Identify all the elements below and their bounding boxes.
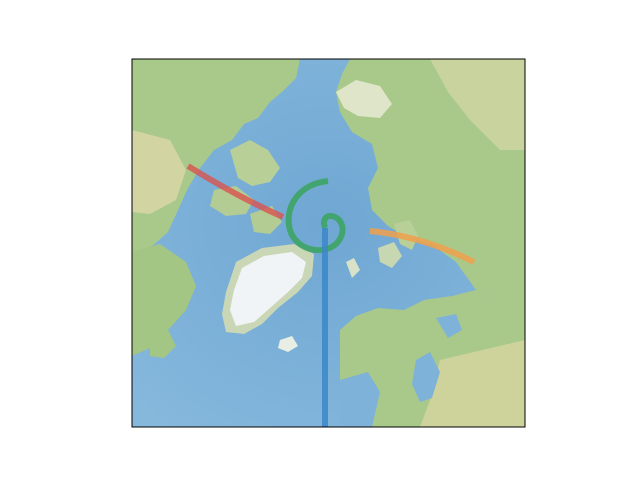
- land-siberia-east: [336, 80, 392, 118]
- land-franz-josef: [346, 258, 360, 278]
- map-frame: [131, 58, 526, 428]
- land-archipelago-2: [210, 186, 254, 216]
- land-labrador-2: [150, 330, 176, 358]
- land-north-america: [132, 59, 300, 252]
- land-archipelago: [230, 140, 280, 186]
- green-spiral: [285, 178, 346, 254]
- land-eurasia-tan: [430, 59, 525, 150]
- land-europe-tan: [420, 340, 525, 427]
- water-baltic: [412, 352, 440, 402]
- land-labrador: [132, 244, 196, 356]
- blue-track: [322, 228, 328, 427]
- water-white-sea: [436, 314, 462, 338]
- orange-track: [369, 228, 476, 265]
- red-track: [186, 163, 285, 220]
- map-axes: [132, 59, 525, 427]
- land-greenland-ice: [230, 252, 306, 326]
- land-north-america-tan: [132, 130, 186, 214]
- land-iceland: [278, 336, 298, 352]
- water-north-sea: [340, 372, 380, 427]
- land-svalbard: [378, 242, 402, 268]
